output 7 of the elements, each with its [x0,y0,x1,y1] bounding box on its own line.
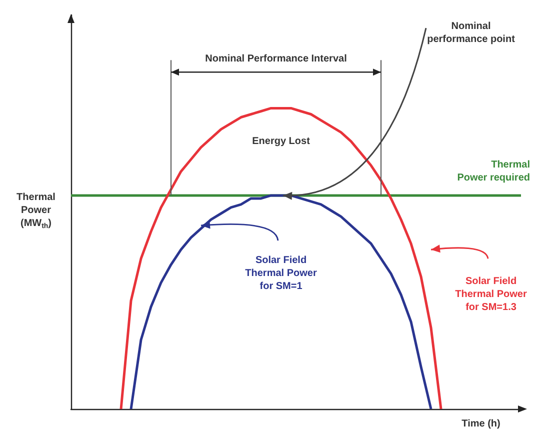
annotation: Energy Lost [252,136,311,147]
x-axis-title: Time (h) [462,418,500,430]
text: Solar Field Thermal Power for SM=1.3 [455,276,527,314]
series-label: Thermal Power required [457,159,530,184]
text: Nominal Performance Interval [205,54,348,65]
text: Solar Field Thermal Power for SM=1 [245,255,317,292]
text: Nominal performance point [427,21,516,46]
